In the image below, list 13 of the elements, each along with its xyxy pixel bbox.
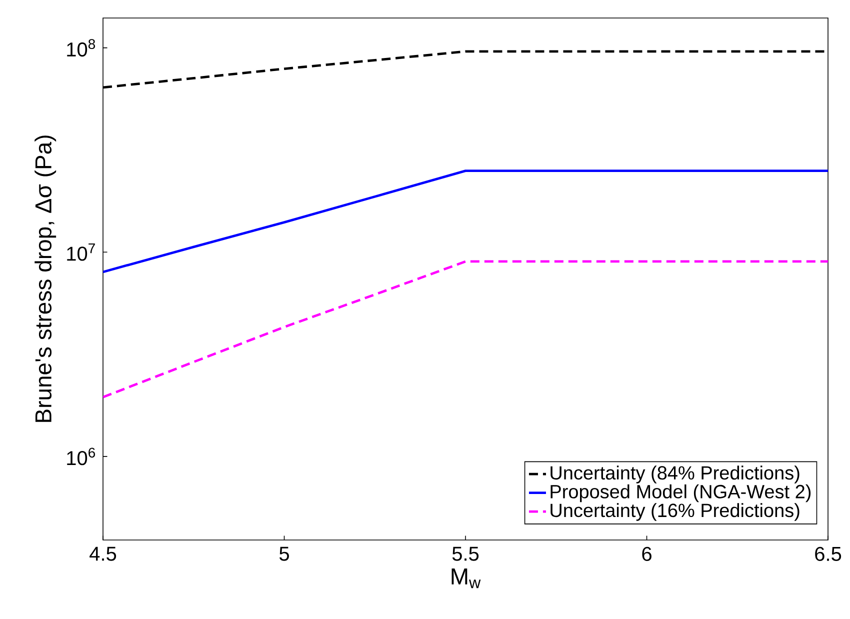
x-tick-label: 5.5 bbox=[452, 546, 479, 561]
y-tick-label: 10$^{7}$ bbox=[67, 243, 95, 261]
x-tick-label: 5 bbox=[279, 546, 289, 561]
x-tick-label: 4.5 bbox=[90, 546, 116, 561]
legend-label: Uncertainty (16% Predictions) bbox=[550, 503, 800, 521]
legend-label: Proposed Model (NGA-West 2) bbox=[550, 484, 811, 502]
x-tick-label: 6.5 bbox=[815, 546, 842, 562]
y-tick-label: 10$^{6}$ bbox=[67, 448, 96, 466]
y-tick-label: 10$^{8}$ bbox=[67, 39, 96, 57]
legend-label: Uncertainty (84% Predictions) bbox=[550, 466, 800, 484]
x-axis-title: M$_{w}$ bbox=[452, 568, 481, 588]
y-axis-title: Brune's stress drop, Δσ (Pa) bbox=[34, 136, 56, 422]
x-tick-label: 6 bbox=[642, 546, 652, 562]
